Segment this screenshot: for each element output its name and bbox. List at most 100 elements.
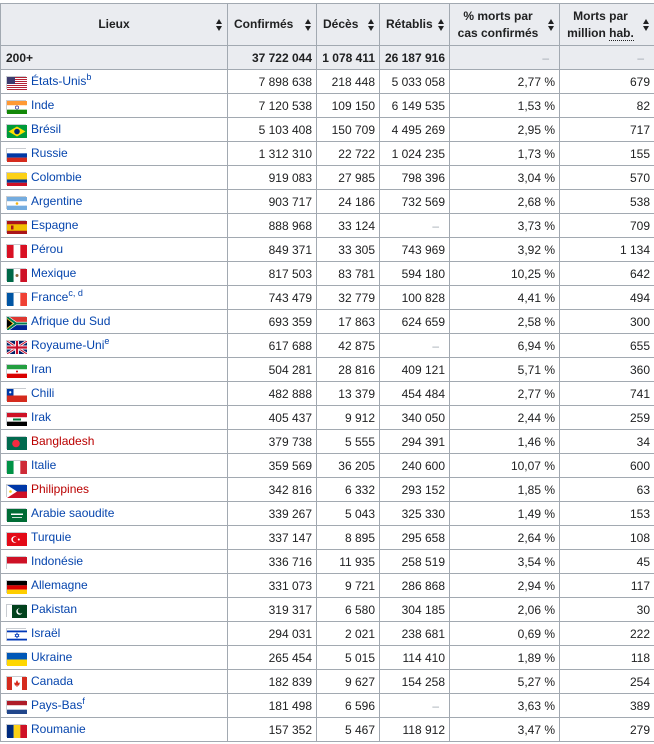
location-cell: Russie [1,142,228,166]
footnote-ref[interactable]: e [104,336,109,346]
sort-icon[interactable] [305,19,312,31]
col-header-label: Rétablis [386,16,433,33]
country-link[interactable]: Mexique [31,266,76,280]
country-link[interactable]: France [31,290,68,304]
country-link[interactable]: Russie [31,146,68,160]
col-header-line2: million [567,26,609,40]
country-link[interactable]: Allemagne [31,578,88,592]
confirmed-cell: 405 437 [228,406,317,430]
recovered-cell: 4 495 269 [380,118,450,142]
deaths-cell: 36 205 [317,454,380,478]
recovered-cell: 409 121 [380,358,450,382]
country-link[interactable]: Irak [31,410,51,424]
per-million-cell: 389 [560,694,654,718]
deaths-cell: 24 186 [317,190,380,214]
recovered-cell: 325 330 [380,502,450,526]
flag-il-icon [6,628,26,641]
sort-icon[interactable] [216,19,223,31]
flag-fr-icon [6,292,26,305]
footnote-ref[interactable]: f [82,696,85,706]
country-link[interactable]: Colombie [31,170,82,184]
confirmed-cell: 693 359 [228,310,317,334]
pct-cell: 2,64 % [450,526,560,550]
country-link[interactable]: Roumanie [31,722,86,736]
pct-cell: 3,63 % [450,694,560,718]
country-link[interactable]: Iran [31,362,52,376]
country-link[interactable]: Afrique du Sud [31,314,110,328]
col-header-deces[interactable]: Décès [317,4,380,46]
location-cell: Chili [1,382,228,406]
location-cell: Pakistan [1,598,228,622]
location-cell: Indonésie [1,550,228,574]
recovered-cell: 238 681 [380,622,450,646]
sort-icon[interactable] [643,19,650,31]
recovered-cell: 240 600 [380,454,450,478]
country-link[interactable]: Argentine [31,194,82,208]
country-link[interactable]: Turquie [31,530,71,544]
confirmed-cell: 849 371 [228,238,317,262]
country-link[interactable]: Royaume-Uni [31,338,104,352]
per-million-cell: 570 [560,166,654,190]
country-link[interactable]: Italie [31,458,56,472]
flag-tr-icon [6,532,26,545]
flag-us-icon [6,76,26,89]
country-link[interactable]: Bangladesh [31,434,94,448]
per-million-cell: 45 [560,550,654,574]
per-million-cell: 600 [560,454,654,478]
col-header-lieux[interactable]: Lieux [1,4,228,46]
sort-icon[interactable] [548,19,555,31]
col-header-confirmes[interactable]: Confirmés [228,4,317,46]
confirmed-cell: 359 569 [228,454,317,478]
country-link[interactable]: Chili [31,386,54,400]
recovered-cell: 340 050 [380,406,450,430]
location-cell: Italie [1,454,228,478]
footnote-ref[interactable]: c, d [68,288,83,298]
country-link[interactable]: Espagne [31,218,78,232]
country-link[interactable]: Israël [31,626,60,640]
sort-icon[interactable] [368,19,375,31]
country-link[interactable]: Canada [31,674,73,688]
flag-ar-icon [6,196,26,209]
per-million-cell: 679 [560,70,654,94]
country-link[interactable]: Pays-Bas [31,698,82,712]
sort-icon[interactable] [438,19,445,31]
footnote-ref[interactable]: b [86,72,91,82]
col-header-retablis[interactable]: Rétablis [380,4,450,46]
flag-in-icon [6,100,26,113]
total-deaths: 1 078 411 [317,46,380,70]
country-link[interactable]: Pérou [31,242,63,256]
pct-cell: 10,25 % [450,262,560,286]
country-link[interactable]: Arabie saoudite [31,506,114,520]
deaths-cell: 27 985 [317,166,380,190]
confirmed-cell: 336 716 [228,550,317,574]
country-link[interactable]: Inde [31,98,54,112]
confirmed-cell: 888 968 [228,214,317,238]
hab-abbreviation[interactable]: hab. [609,26,634,41]
country-link[interactable]: Ukraine [31,650,72,664]
pct-cell: 1,89 % [450,646,560,670]
recovered-cell: 1 024 235 [380,142,450,166]
per-million-cell: 222 [560,622,654,646]
confirmed-cell: 342 816 [228,478,317,502]
confirmed-cell: 1 312 310 [228,142,317,166]
location-cell: États-Unisb [1,70,228,94]
location-cell: Bangladesh [1,430,228,454]
header-row: Lieux Confirmés Décès Rétablis % morts p… [1,4,654,46]
total-row: 200+ 37 722 044 1 078 411 26 187 916 – – [1,46,654,70]
country-link[interactable]: Philippines [31,482,89,496]
pct-cell: 1,49 % [450,502,560,526]
country-link[interactable]: Pakistan [31,602,77,616]
deaths-cell: 33 124 [317,214,380,238]
country-link[interactable]: Indonésie [31,554,83,568]
country-link[interactable]: Brésil [31,122,61,136]
country-link[interactable]: États-Unis [31,74,86,88]
per-million-cell: 63 [560,478,654,502]
